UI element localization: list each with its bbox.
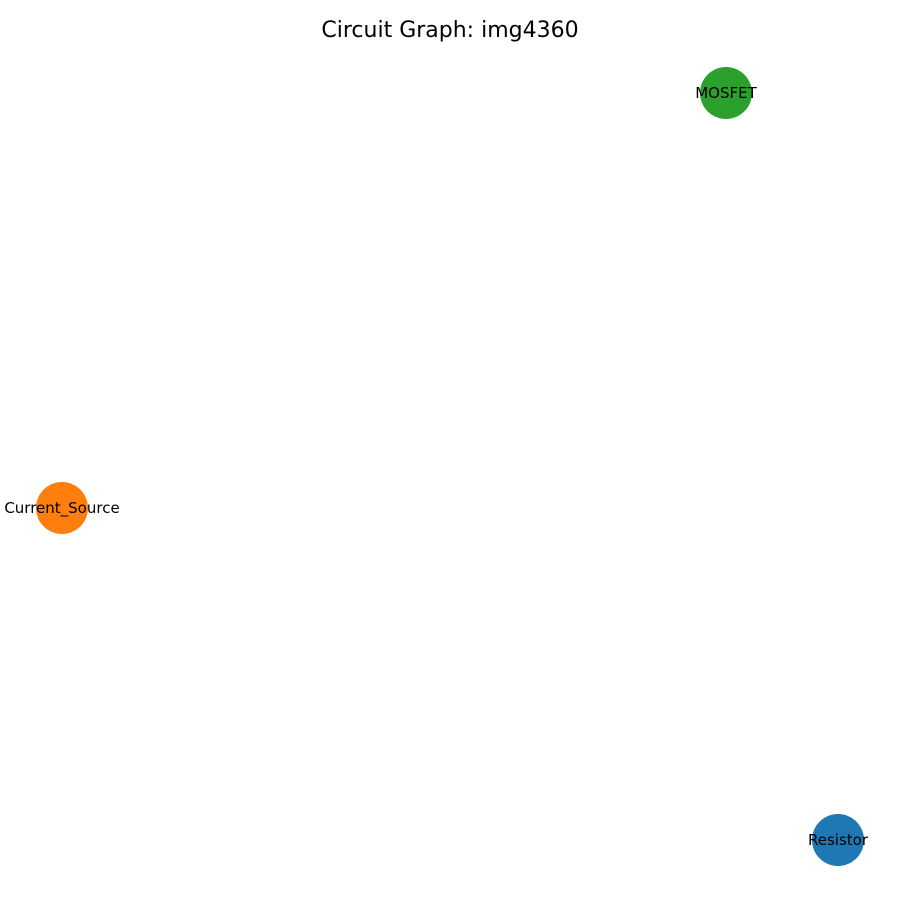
graph-title: Circuit Graph: img4360 xyxy=(321,18,579,43)
node-label: Resistor xyxy=(808,831,869,849)
node-circle xyxy=(700,67,752,119)
node-current-source: Current_Source xyxy=(4,482,120,534)
node-circle xyxy=(812,814,864,866)
nodes-layer: MOSFET Current_Source Resistor xyxy=(4,67,869,866)
node-label: Current_Source xyxy=(4,499,119,518)
node-mosfet: MOSFET xyxy=(695,67,758,119)
node-circle xyxy=(36,482,88,534)
node-resistor: Resistor xyxy=(808,814,869,866)
node-label: MOSFET xyxy=(695,84,757,102)
